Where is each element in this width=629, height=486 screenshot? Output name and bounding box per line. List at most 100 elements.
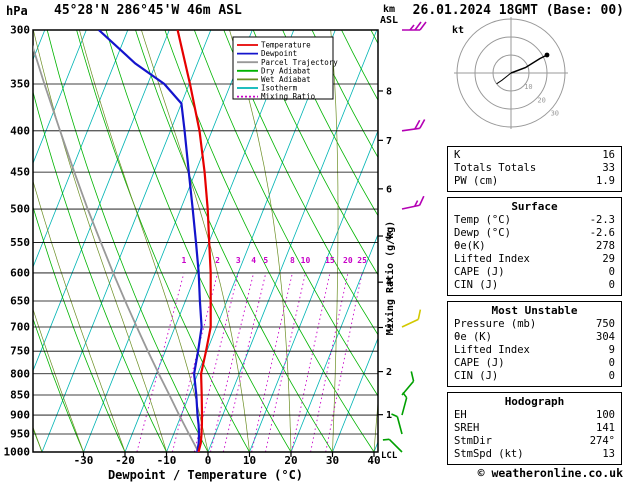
stats-label: CIN (J) <box>454 370 499 382</box>
wind-barb <box>401 371 415 396</box>
stats-box: Most Unstable Pressure (mb) 750 θe (K) 304 Li… <box>447 301 622 387</box>
stats-value: 29 <box>602 253 615 265</box>
stats-label: Lifted Index <box>454 253 530 265</box>
stats-row: Totals Totals 33 <box>454 162 615 175</box>
stats-row: θe(K) 278 <box>454 240 615 253</box>
stats-row: Lifted Index 29 <box>454 253 615 266</box>
km-tick-label: 5 <box>386 232 392 243</box>
pressure-tick-label: 900 <box>10 409 30 422</box>
stats-value: 0 <box>608 266 615 278</box>
wind-barb <box>401 309 422 328</box>
temperature-axis: -30 -20 -10 0 10 20 30 40 <box>74 452 381 467</box>
pressure-axis: 300 350 400 450 500 550 600 650 700 750 800 850 900 9… <box>4 24 31 459</box>
hodograph: 10 20 30 kt <box>452 17 568 129</box>
stats-label: Totals Totals <box>454 162 537 174</box>
mixing-ratio-value: 15 <box>325 256 335 265</box>
station-title: 45°28'N 286°45'W 46m ASL <box>54 3 242 18</box>
mixing-ratio-value: 2 <box>215 256 220 265</box>
stats-value: -2.3 <box>589 214 615 226</box>
hodograph-ring-label: 20 <box>537 96 545 104</box>
km-tick-label: 8 <box>386 86 392 97</box>
stats-value: 304 <box>596 331 615 343</box>
wind-barb <box>401 119 426 132</box>
stats-row: θe (K) 304 <box>454 331 615 344</box>
stats-row: CIN (J) 0 <box>454 279 615 292</box>
mixing-ratio-lines <box>136 272 363 452</box>
temp-tick-label: 30 <box>326 454 339 467</box>
stats-value: 9 <box>608 344 615 356</box>
wind-barb-column <box>382 21 427 453</box>
mixing-ratio-value: 10 <box>301 256 311 265</box>
wind-barb <box>382 438 403 453</box>
stats-value: 0 <box>608 279 615 291</box>
pressure-unit-label: hPa <box>6 4 28 18</box>
stats-label: CAPE (J) <box>454 266 505 278</box>
stats-value: 100 <box>596 409 615 421</box>
km-tick-label: 6 <box>386 184 392 195</box>
pressure-tick-label: 300 <box>10 24 30 37</box>
mixing-ratio-value: 25 <box>357 256 367 265</box>
stats-row: PW (cm) 1.9 <box>454 175 615 188</box>
hodograph-trace <box>510 54 548 74</box>
pressure-tick-label: 650 <box>10 295 30 308</box>
lcl-label: LCL <box>381 451 398 461</box>
pressure-tick-label: 950 <box>10 428 30 441</box>
legend-item-label: Mixing Ratio <box>261 92 316 101</box>
km-tick-label: 4 <box>386 278 392 289</box>
stats-row: CAPE (J) 0 <box>454 266 615 279</box>
plot-border <box>32 29 379 453</box>
wind-barb <box>402 21 427 31</box>
hodograph-ring-label: 30 <box>551 110 559 118</box>
km-tick-label: 1 <box>386 410 392 421</box>
stats-value: 13 <box>602 448 615 460</box>
stats-label: CIN (J) <box>454 279 499 291</box>
legend-item-label: Temperature <box>261 41 311 50</box>
stats-row: CAPE (J) 0 <box>454 357 615 370</box>
mixing-ratio-value: 20 <box>343 256 353 265</box>
temp-tick-label: -30 <box>74 454 94 467</box>
pressure-tick-label: 750 <box>10 345 30 358</box>
wind-barb <box>401 195 425 210</box>
stats-row: Temp (°C) -2.3 <box>454 214 615 227</box>
km-tick-label: 3 <box>386 323 392 334</box>
wind-barb <box>401 392 408 416</box>
stats-value: -2.6 <box>589 227 615 239</box>
temp-tick-label: 40 <box>367 454 380 467</box>
stats-row: CIN (J) 0 <box>454 370 615 383</box>
pressure-tick-label: 350 <box>10 78 30 91</box>
mixing-ratio-value: 8 <box>290 256 295 265</box>
legend-item-label: Isotherm <box>261 84 298 93</box>
legend-item-label: Dewpoint <box>261 49 297 58</box>
mixing-ratio-labels: 1 2 3 4 5 8 10 15 20 25 <box>182 256 368 265</box>
mixing-ratio-value: 4 <box>251 256 256 265</box>
stats-label: K <box>454 149 461 161</box>
pressure-tick-label: 700 <box>10 320 30 333</box>
stats-label: Dewp (°C) <box>454 227 511 239</box>
pressure-tick-label: 850 <box>10 389 30 402</box>
pressure-tick-label: 1000 <box>4 446 31 459</box>
hodograph-trace-low <box>496 72 512 85</box>
stats-row: Dewp (°C) -2.6 <box>454 227 615 240</box>
stats-value: 33 <box>602 162 615 174</box>
stats-value: 0 <box>608 357 615 369</box>
parcel-trajectory-curve <box>33 44 200 452</box>
copyright-label: © weatheronline.co.uk <box>477 466 623 480</box>
stats-box: Surface Temp (°C) -2.3 Dewp (°C) -2.6 θe(K) 27… <box>447 197 622 296</box>
temp-tick-label: -20 <box>115 454 135 467</box>
stats-value: 750 <box>596 318 615 330</box>
stats-row: StmSpd (kt) 13 <box>454 448 615 461</box>
stats-value: 0 <box>608 370 615 382</box>
stats-section-title: Hodograph <box>504 395 565 408</box>
stats-panel: K 16 Totals Totals 33 PW (cm) 1.9 Surface Temp … <box>447 146 622 465</box>
temp-tick-label: 20 <box>284 454 297 467</box>
stats-row: EH 100 <box>454 409 615 422</box>
mixing-ratio-value: 3 <box>236 256 241 265</box>
stats-label: StmSpd (kt) <box>454 448 524 460</box>
legend-item-label: Parcel Trajectory <box>261 58 338 67</box>
stats-row: SREH 141 <box>454 422 615 435</box>
mixing-axis-label: Mixing Ratio (g/kg) <box>384 221 396 335</box>
